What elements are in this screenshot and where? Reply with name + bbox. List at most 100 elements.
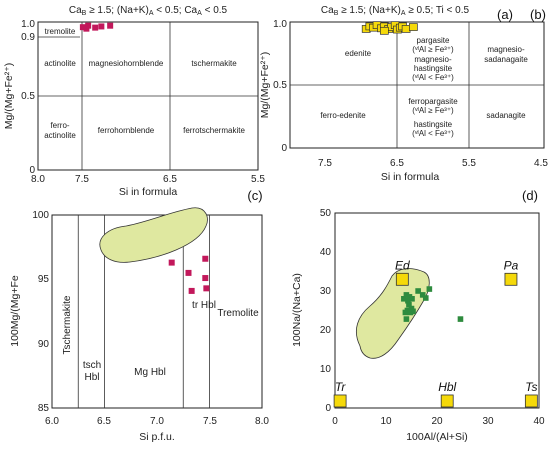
panel-b-title-ca-sub: B <box>334 10 339 17</box>
panel-b-ytick-1.0: 1.0 <box>273 19 287 30</box>
panel-c-point-4 <box>202 275 209 282</box>
panel-a: (a) CaB ≥ 1.5; (Na+K)A < 0.5; CaA < 0.5 … <box>3 5 513 198</box>
panel-d-point-1 <box>403 292 410 298</box>
panel-b-ytick-0: 0 <box>281 143 287 154</box>
panel-a-title-t1: ≥ 1.5; (Na+K) <box>86 5 148 16</box>
panel-c-ylabel: 100Mg/(Mg+Fe <box>9 275 21 347</box>
panel-b-field-sadanagaite: sadanagaite <box>484 55 528 64</box>
panel-a-title-caa-sub: A <box>197 10 202 17</box>
panel-c-ytick-85: 85 <box>38 403 50 414</box>
panel-c-tag: (c) <box>247 188 262 203</box>
panel-c-xtick-7.0: 7.0 <box>150 416 164 427</box>
panel-d-point-8 <box>402 309 409 316</box>
panel-b-field-hastingsite-cond: (ᵛᴵAl < Fe³⁺) <box>412 73 454 82</box>
endmember-marker-tr <box>333 394 347 408</box>
panel-a-point-3 <box>92 24 99 31</box>
panel-d-ytick-30: 30 <box>320 286 332 297</box>
panel-b-title: CaB ≥ 1.5; (Na+K)A ≥ 0.5; Ti < 0.5 <box>321 5 470 17</box>
panel-a-title-nak-sub: A <box>149 10 154 17</box>
panel-a-ylabel: Mg/(Mg+Fe²⁺) <box>3 63 15 130</box>
panel-c-point-3 <box>202 255 209 262</box>
panel-d-tag: (d) <box>522 188 538 203</box>
panel-a-title: CaB ≥ 1.5; (Na+K)A < 0.5; CaA < 0.5 <box>69 5 228 17</box>
panel-a-ytick-1.0: 1.0 <box>21 19 35 30</box>
panel-d: (d) 50 40 30 20 10 0 0 10 20 30 40 100Al… <box>291 188 545 443</box>
endmember-label-tr: Tr <box>335 380 346 394</box>
endmember-marker-pa <box>504 272 518 286</box>
panel-d-point-4 <box>409 296 415 302</box>
panel-b: (b) CaB ≥ 1.5; (Na+K)A ≥ 0.5; Ti < 0.5 e… <box>259 5 548 183</box>
panel-b-ytick-0.5: 0.5 <box>273 80 287 91</box>
panel-c-field-tschermakite: Tschermakite <box>62 295 73 354</box>
panel-a-point-5 <box>107 22 114 29</box>
panel-b-xtick-4.5: 4.5 <box>534 158 548 169</box>
panel-c-field-tremolite: Tremolite <box>217 308 259 319</box>
endmember-marker-ts <box>524 394 538 408</box>
panel-c-xtick-7.5: 7.5 <box>203 416 217 427</box>
panel-a-point-0 <box>79 24 86 31</box>
panel-b-title-t2: ≥ 0.5; Ti < 0.5 <box>406 5 470 16</box>
panel-b-field-ferropargasite: ferropargasite <box>408 97 458 106</box>
panel-c-frame <box>51 214 263 409</box>
panel-d-xtick-0: 0 <box>332 416 338 427</box>
panel-b-title-nak-sub: A <box>401 10 406 17</box>
panel-c: (c) Tschermakite tsch Hbl Mg Hbl tr Hbl … <box>9 188 269 443</box>
panel-d-xtick-30: 30 <box>482 416 494 427</box>
endmember-marker-ed <box>395 272 409 286</box>
panel-d-point-16 <box>457 316 464 322</box>
panel-a-title-ca-sub: B <box>82 10 87 17</box>
panel-d-endmembers: Ed Pa Tr Hbl Ts <box>333 258 538 408</box>
panel-b-field-pargasite-cond: (ᵛᴵAl ≥ Fe³⁺) <box>412 45 454 54</box>
panel-b-field-magnesio-2: magnesio- <box>487 45 525 54</box>
panel-d-frame <box>334 212 540 409</box>
panel-a-title-t3: < 0.5 <box>202 5 228 16</box>
panel-a-field-ferrohornblende: ferrohornblende <box>98 126 155 135</box>
panel-a-field-tremolite: tremolite <box>45 27 76 36</box>
panel-b-field-magnesio: magnesio- <box>414 55 452 64</box>
panel-d-field-polygon <box>356 268 430 359</box>
panel-b-points <box>361 21 418 35</box>
panel-b-tag: (b) <box>530 7 546 22</box>
panel-c-field-tr-hbl: tr Hbl <box>192 300 216 311</box>
panel-b-xtick-6.5: 6.5 <box>390 158 404 169</box>
panel-c-field-polygon <box>99 207 208 263</box>
panel-c-ytick-100: 100 <box>32 210 49 221</box>
panel-b-point-13 <box>409 23 418 31</box>
panel-c-points <box>168 255 210 294</box>
panel-b-field-sadanagite: sadanagite <box>486 111 526 120</box>
panel-d-point-10 <box>410 308 416 315</box>
panel-a-ytick-0: 0 <box>29 165 35 176</box>
panel-c-point-2 <box>188 287 195 294</box>
panel-d-xlabel: 100Al/(Al+Si) <box>406 431 468 443</box>
endmember-label-ed: Ed <box>395 258 410 272</box>
panel-b-point-14 <box>379 26 389 35</box>
panel-b-xtick-7.5: 7.5 <box>318 158 332 169</box>
panel-a-ytick-0.9: 0.9 <box>21 32 35 43</box>
panel-c-field-tsch: tsch <box>83 360 101 371</box>
panel-c-ytick-90: 90 <box>38 339 50 350</box>
panel-a-tag: (a) <box>497 7 513 22</box>
panel-a-field-tschermakite: tschermakite <box>191 59 237 68</box>
panel-d-xtick-10: 10 <box>380 416 392 427</box>
panel-d-xtick-20: 20 <box>431 416 443 427</box>
panel-a-xtick-6.5: 6.5 <box>163 174 177 185</box>
panel-d-ytick-50: 50 <box>320 208 332 219</box>
panel-d-point-5 <box>406 301 412 308</box>
panel-b-field-edenite: edenite <box>345 49 372 58</box>
panel-a-field-actinolite-2: actinolite <box>44 131 76 140</box>
panel-a-xtick-7.5: 7.5 <box>75 174 89 185</box>
endmember-label-ts: Ts <box>525 380 537 394</box>
panel-c-field-tsch-hbl: Hbl <box>84 372 99 383</box>
panel-a-point-4 <box>98 23 105 30</box>
panel-d-ylabel: 100Na/(Na+Ca) <box>291 273 303 347</box>
panel-c-point-0 <box>168 259 175 266</box>
panel-c-xtick-8.0: 8.0 <box>255 416 269 427</box>
panel-b-field-hastingsite-2-cond: (ᵛᴵAl < Fe³⁺) <box>412 129 454 138</box>
panel-d-point-14 <box>426 286 433 292</box>
panel-a-point-2 <box>85 22 92 29</box>
panel-a-field-actinolite: actinolite <box>44 59 76 68</box>
panel-b-ylabel: Mg/(Mg+Fe²⁺) <box>259 52 271 119</box>
panel-a-xlabel: Si in formula <box>119 186 178 198</box>
panel-a-ytick-0.5: 0.5 <box>21 91 35 102</box>
panel-c-xlabel: Si p.f.u. <box>139 431 175 443</box>
